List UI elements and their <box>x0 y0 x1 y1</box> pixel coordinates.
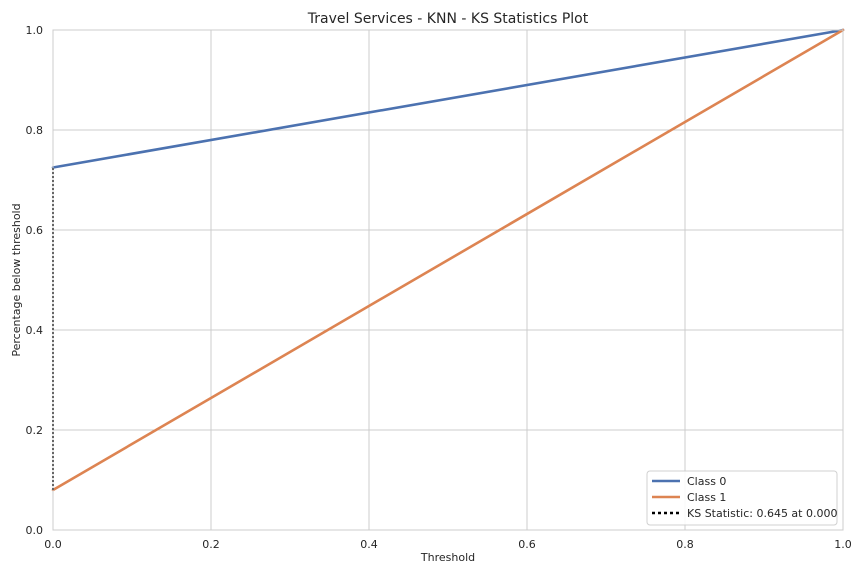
legend-label: Class 1 <box>687 491 726 504</box>
x-axis-label: Threshold <box>420 551 475 564</box>
x-tick-label: 0.4 <box>360 538 378 551</box>
legend-box <box>646 470 838 526</box>
legend: Class 0 Class 1 KS Statistic: 0.645 at 0.0… <box>646 470 838 526</box>
legend-label: KS Statistic: 0.645 at 0.000 <box>687 507 837 520</box>
y-tick-label: 0.0 <box>26 524 44 537</box>
x-tick-label: 0.2 <box>202 538 220 551</box>
y-axis-label: Percentage below threshold <box>10 203 23 356</box>
x-tick-label: 0.8 <box>676 538 694 551</box>
plot-background <box>53 30 843 530</box>
y-tick-label: 0.6 <box>26 224 44 237</box>
y-tick-label: 0.8 <box>26 124 44 137</box>
chart-title: Travel Services - KNN - KS Statistics Pl… <box>307 11 589 27</box>
x-tick-label: 0.6 <box>518 538 536 551</box>
legend-label: Class 0 <box>687 475 726 488</box>
x-tick-label: 0.0 <box>44 538 62 551</box>
series-line-class-1 <box>51 28 845 492</box>
series-line-class-0 <box>51 28 845 169</box>
y-tick-label: 0.2 <box>26 424 44 437</box>
y-tick-label: 1.0 <box>26 24 44 37</box>
plot-frame <box>52 29 844 531</box>
tick-labels: 0.0 0.2 0.4 0.6 0.8 1.0 0.0 0.2 0.4 0.6 0.8 1.0 <box>26 24 852 551</box>
y-tick-label: 0.4 <box>26 324 44 337</box>
x-tick-label: 1.0 <box>834 538 852 551</box>
